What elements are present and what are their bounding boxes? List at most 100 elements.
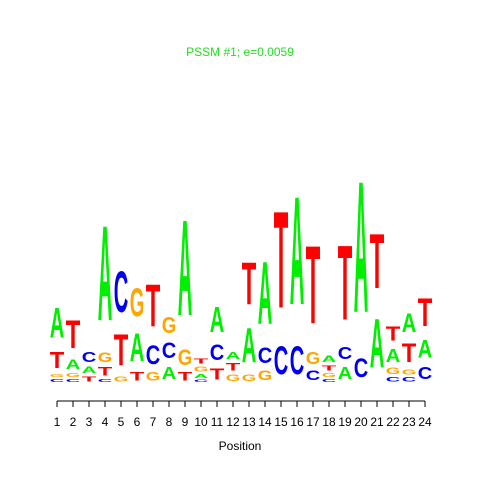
x-tick-label: 8 <box>166 415 173 429</box>
logo-letter: A <box>210 301 225 340</box>
logo-letter: G <box>242 374 257 384</box>
logo-letter: G <box>162 313 176 338</box>
x-tick-label: 9 <box>182 415 189 429</box>
logo-letter: T <box>50 347 65 373</box>
logo-letter: C <box>290 337 305 383</box>
logo-letter: G <box>258 369 272 384</box>
x-tick-label: 16 <box>290 415 304 429</box>
logo-letter: T <box>338 224 352 343</box>
logo-letter: A <box>98 197 113 349</box>
logo-letter: C <box>354 354 368 383</box>
logo-letter: G <box>66 372 81 378</box>
logo-letter: C <box>66 378 81 383</box>
logo-letter: C <box>162 339 176 363</box>
x-tick-label: 3 <box>86 415 93 429</box>
logo-letter: G <box>322 372 337 378</box>
logo-letter: T <box>322 364 337 372</box>
logo-letter: C <box>306 368 320 383</box>
logo-letter: C <box>338 344 353 364</box>
logo-letter: A <box>50 300 65 347</box>
x-tick-label: 13 <box>242 415 256 429</box>
x-tick-label: 4 <box>102 415 109 429</box>
logo-letter: A <box>354 143 369 353</box>
logo-letter: T <box>178 370 193 383</box>
logo-letter: C <box>114 261 128 325</box>
logo-letter: G <box>306 347 321 368</box>
logo-letter: A <box>162 364 177 384</box>
x-tick-label: 20 <box>354 415 368 429</box>
logo-letter: T <box>66 312 80 357</box>
logo-letter: G <box>402 368 417 376</box>
chart-title: PSSM #1; e=0.0059 <box>186 45 294 59</box>
x-tick-label: 14 <box>258 415 272 429</box>
logo-letter: G <box>178 346 192 371</box>
logo-letter: T <box>402 339 417 369</box>
logo-letter: T <box>98 365 113 378</box>
x-tick-label: 12 <box>226 415 240 429</box>
logo-letter: A <box>258 242 273 343</box>
x-tick-label: 24 <box>418 415 432 429</box>
logo-letter: T <box>242 249 256 317</box>
logo-letter: G <box>146 371 160 384</box>
x-tick-label: 10 <box>194 415 208 429</box>
logo-letter: T <box>130 370 145 383</box>
logo-letter: A <box>386 345 400 366</box>
x-tick-label: 17 <box>306 415 320 429</box>
logo-letter: A <box>130 324 145 370</box>
logo-letter: A <box>418 334 433 363</box>
logo-letter: T <box>194 357 209 365</box>
logo-letter: A <box>290 165 304 337</box>
logo-letter: C <box>402 377 417 384</box>
x-tick-label: 23 <box>402 415 416 429</box>
logo-letter: C <box>258 344 272 368</box>
logo-letter: G <box>98 351 112 366</box>
logo-letter: C <box>274 337 289 383</box>
logo-letter: G <box>386 367 401 377</box>
logo-letter: T <box>82 375 97 383</box>
x-tick-label: 21 <box>370 415 384 429</box>
logo-letter: T <box>418 290 432 335</box>
x-tick-label: 2 <box>70 415 77 429</box>
logo-letter: C <box>210 341 224 365</box>
logo-letter: T <box>226 361 241 373</box>
logo-letter: A <box>338 364 353 384</box>
logo-letter: A <box>322 355 336 365</box>
x-tick-label: 19 <box>338 415 352 429</box>
logo-letter: G <box>114 375 129 383</box>
logo-letter: C <box>82 349 97 365</box>
logo-letter: A <box>194 373 209 379</box>
x-tick-label: 5 <box>118 415 125 429</box>
logo-letter: G <box>226 374 241 384</box>
logo-letter: C <box>386 377 401 384</box>
x-tick-label: 18 <box>322 415 336 429</box>
logo-letter: T <box>386 322 401 345</box>
logo-letter: T <box>146 271 160 339</box>
x-axis-label: Position <box>219 439 262 453</box>
logo-letter: G <box>194 365 209 373</box>
x-tick-label: 11 <box>211 415 224 429</box>
logo-letter: G <box>50 373 65 378</box>
logo-letter: G <box>130 280 144 325</box>
logo-letter: T <box>306 224 320 348</box>
x-tick-label: 15 <box>274 415 288 429</box>
logo-letter: A <box>242 318 257 373</box>
logo-letter: C <box>50 378 65 383</box>
logo-letter: C <box>418 364 433 384</box>
logo-letter: T <box>274 183 288 338</box>
logo-letter: C <box>322 378 337 383</box>
logo-letter: C <box>146 341 160 370</box>
logo-letter: A <box>402 309 416 338</box>
x-tick-label: 1 <box>54 415 61 429</box>
logo-letter: T <box>370 219 384 306</box>
x-tick-label: 7 <box>150 415 157 429</box>
logo-letter: A <box>178 192 193 345</box>
logo-letter: C <box>194 379 209 383</box>
logo-letter: C <box>98 378 113 383</box>
x-tick-label: 6 <box>134 415 141 429</box>
logo-letter: T <box>114 325 129 375</box>
logo-letter: A <box>370 305 385 382</box>
logo-letter: T <box>210 366 225 383</box>
logo-letter: A <box>66 357 80 372</box>
